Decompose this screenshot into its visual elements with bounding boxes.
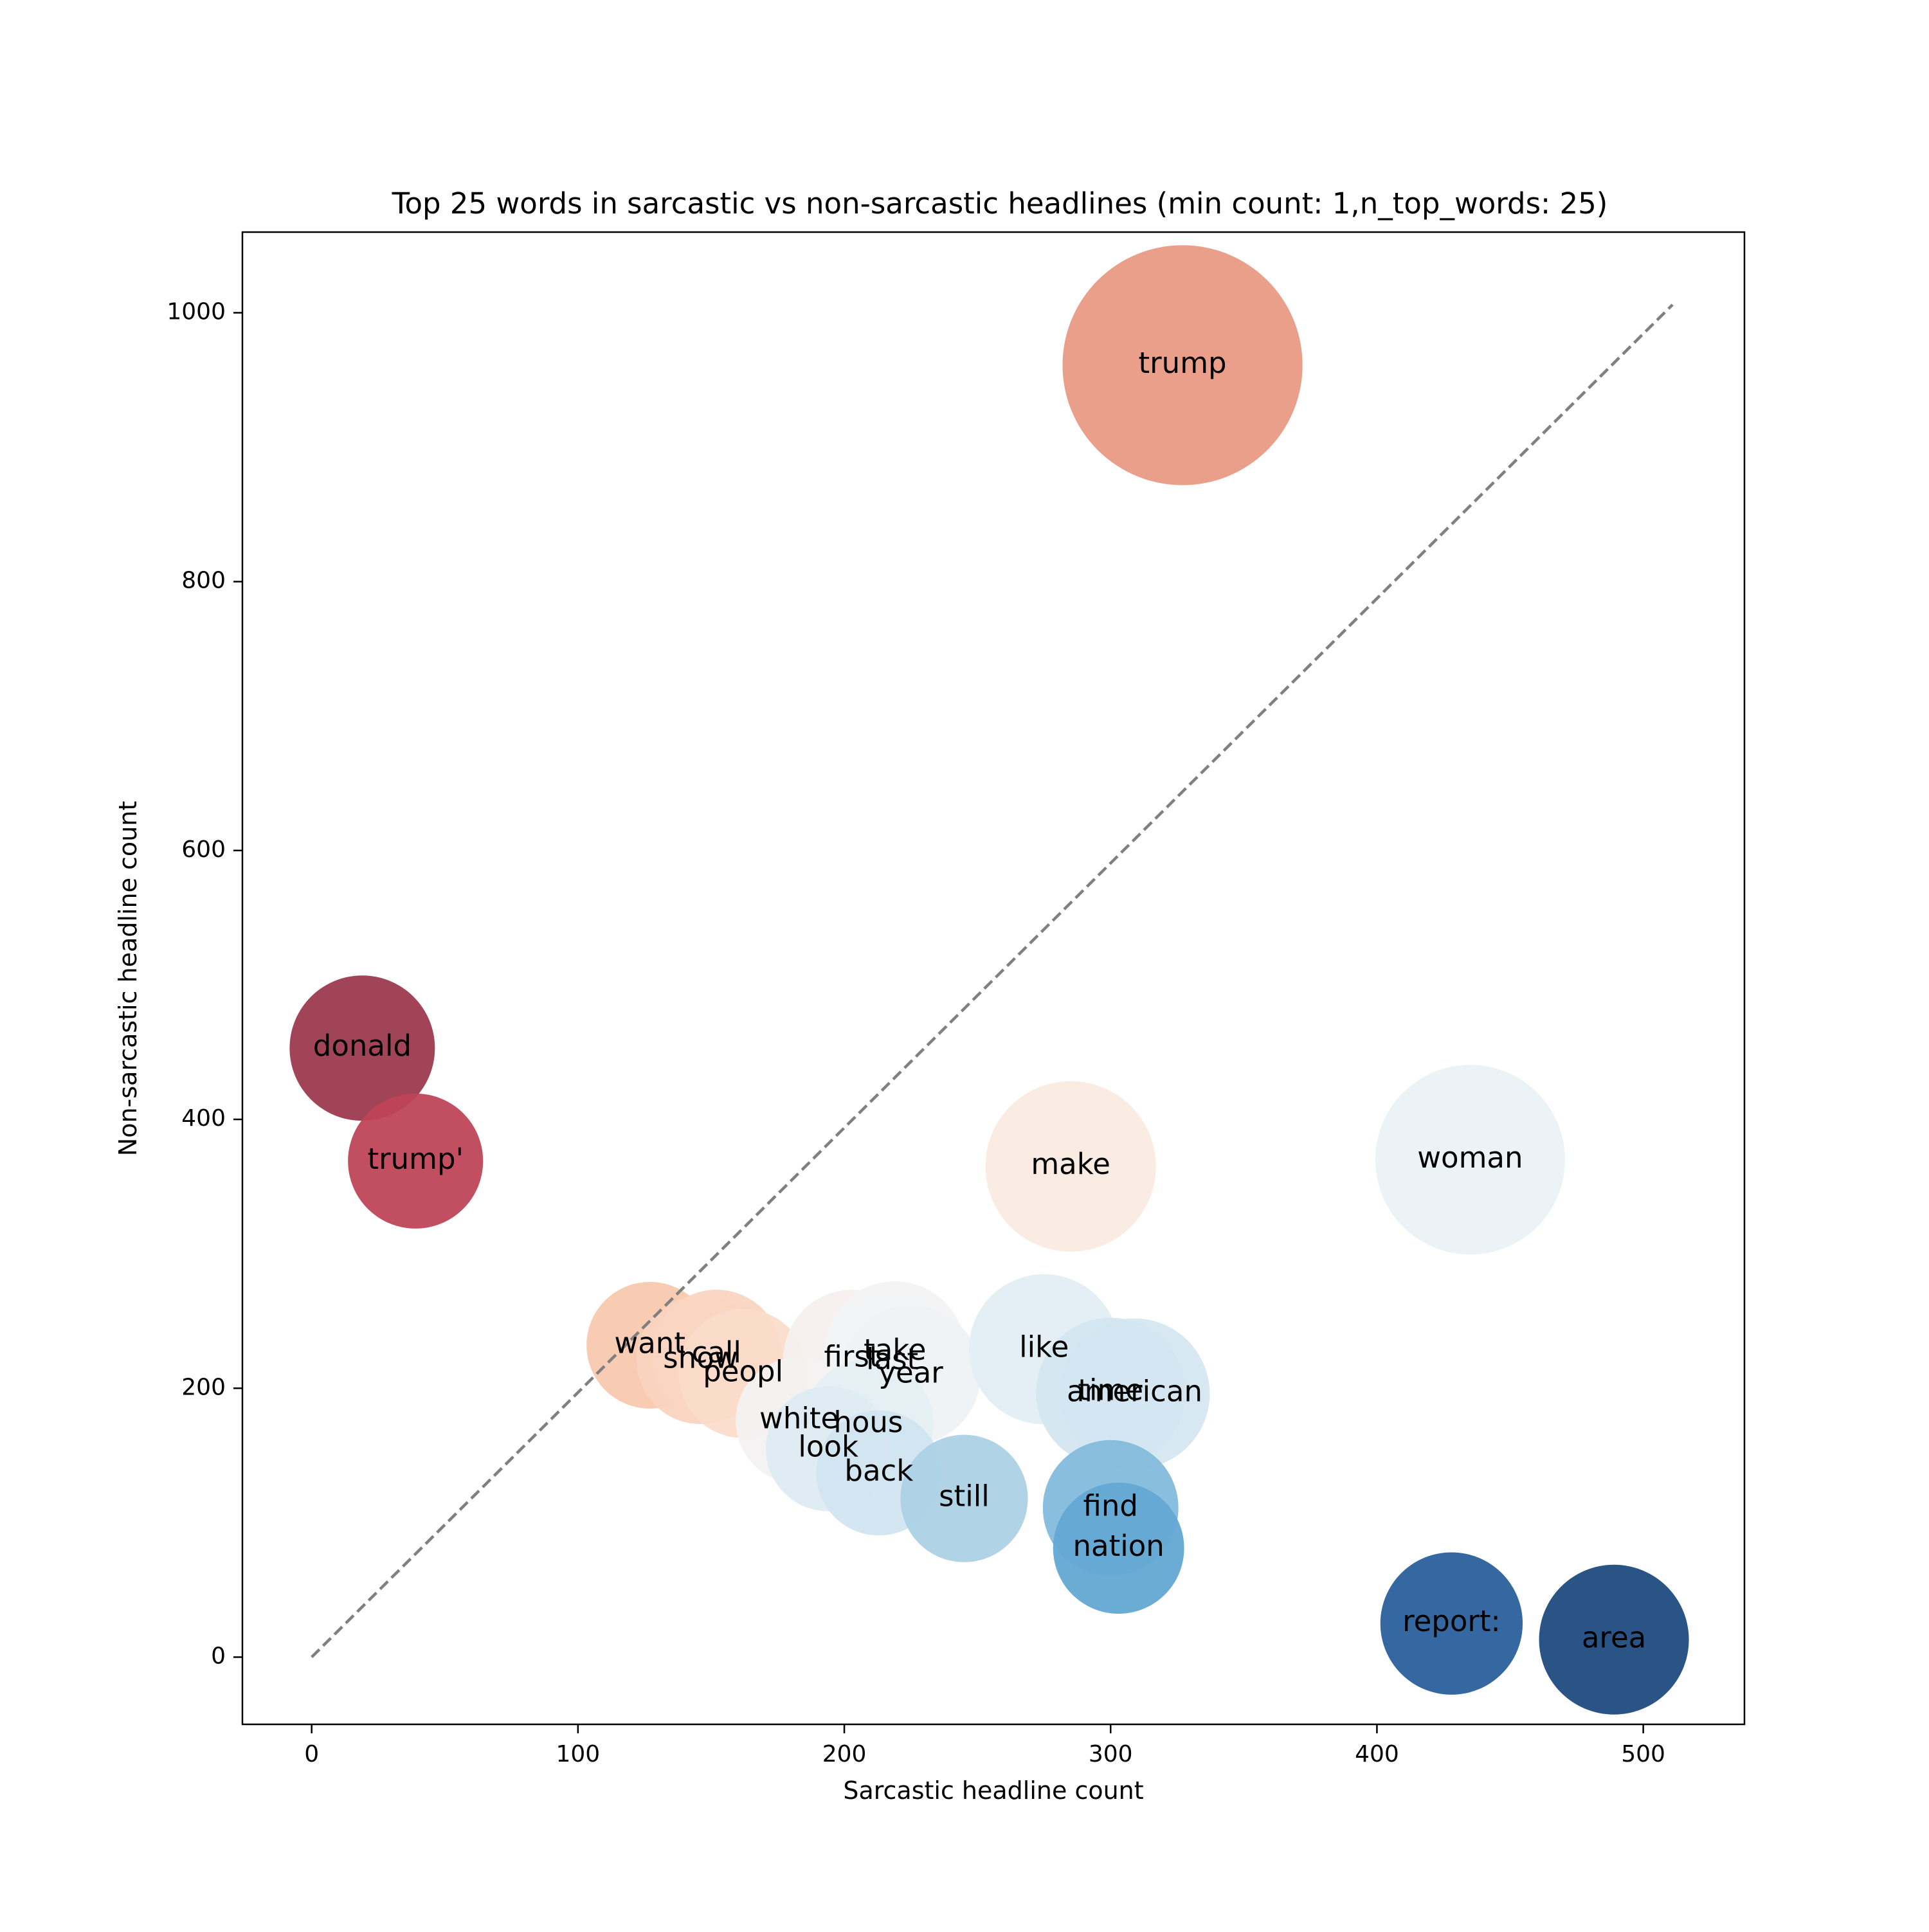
bubble-label-find: find: [1083, 1488, 1138, 1522]
bubble-trump: [348, 1093, 484, 1229]
diagonal-reference-line: [311, 303, 1674, 1659]
bubble-report: [1380, 1552, 1523, 1695]
x-tick-label: 500: [1621, 1741, 1665, 1767]
plot-frame: [241, 231, 1746, 1726]
bubble-label-last: last: [866, 1342, 918, 1376]
bubble-label-trump: trump': [368, 1142, 464, 1176]
y-axis: 0 200 400 600 800 1000: [167, 298, 242, 1669]
bubble-donald: [289, 975, 435, 1121]
bubble-label-woman: woman: [1417, 1141, 1523, 1175]
bubble-label-nation: nation: [1073, 1529, 1164, 1563]
bubble-label-first: first: [824, 1339, 881, 1373]
x-axis-label: Sarcastic headline count: [843, 1776, 1143, 1805]
chart-title: Top 25 words in sarcastic vs non-sarcast…: [392, 186, 1608, 221]
bubble-label-report: report:: [1402, 1604, 1501, 1638]
y-tick-label: 800: [181, 568, 226, 594]
x-axis: 0 100 200 300 400 500: [304, 1724, 1665, 1767]
bubble-woman: [1375, 1065, 1565, 1255]
bubble-label-want: want: [614, 1326, 685, 1360]
bubble-label-like: like: [1019, 1330, 1069, 1364]
bubble-label-donald: donald: [313, 1029, 412, 1063]
bubble-label-make: make: [1031, 1147, 1110, 1181]
x-tick-label: 0: [304, 1741, 319, 1767]
bubble-label-peopl: peopl: [703, 1354, 783, 1388]
bubble-label-year: year: [878, 1355, 943, 1389]
y-tick-label: 200: [181, 1374, 226, 1400]
x-tick-label: 200: [822, 1741, 867, 1767]
x-tick-label: 100: [556, 1741, 601, 1767]
bubble-trump: [1062, 245, 1303, 485]
bubble-label-american: american: [1067, 1375, 1202, 1409]
bubble-make: [985, 1081, 1156, 1252]
bubble-label-white: white: [759, 1401, 838, 1435]
bubble-label-trump: trump: [1139, 346, 1227, 380]
x-tick-label: 400: [1355, 1741, 1399, 1767]
y-axis-label: Non-sarcastic headline count: [114, 801, 142, 1156]
bubble-labels-layer: trump donald trump' make woman wantshowcallpe…: [313, 346, 1646, 1654]
bubble-area: [1539, 1564, 1689, 1715]
bubble-label-hous: hous: [833, 1405, 903, 1440]
bubble-label-take: take: [864, 1333, 926, 1367]
bubbles-layer: [289, 245, 1689, 1715]
bubble-time: [1036, 1317, 1186, 1467]
bubble-label-call: call: [692, 1335, 741, 1369]
y-tick-label: 400: [181, 1105, 226, 1132]
bubble-label-still: still: [939, 1479, 990, 1513]
bubble-label-show: show: [663, 1341, 738, 1375]
x-tick-label: 300: [1089, 1741, 1133, 1767]
y-tick-label: 600: [181, 836, 226, 863]
y-tick-label: 0: [211, 1643, 226, 1669]
bubble-still: [900, 1434, 1028, 1562]
bubble-label-area: area: [1582, 1620, 1646, 1654]
bubble-label-back: back: [844, 1454, 913, 1488]
bubble-nation: [1053, 1483, 1184, 1614]
bubble-label-look: look: [798, 1429, 858, 1463]
bubble-label-time: time: [1078, 1373, 1143, 1407]
y-tick-label: 1000: [167, 298, 226, 325]
